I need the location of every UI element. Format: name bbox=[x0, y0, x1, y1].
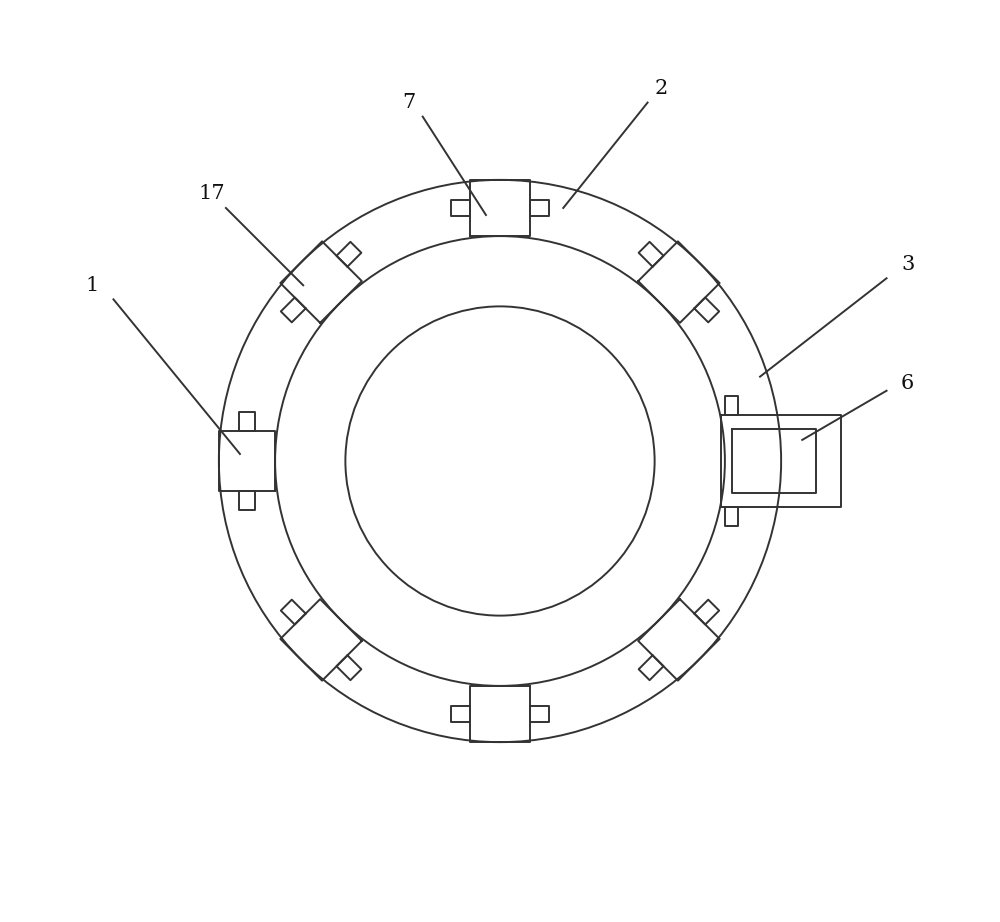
Text: 2: 2 bbox=[655, 79, 668, 98]
Text: 1: 1 bbox=[86, 276, 99, 295]
Text: 6: 6 bbox=[901, 374, 914, 393]
Text: 7: 7 bbox=[402, 93, 415, 112]
Text: 3: 3 bbox=[901, 254, 914, 274]
Text: 17: 17 bbox=[199, 184, 225, 204]
